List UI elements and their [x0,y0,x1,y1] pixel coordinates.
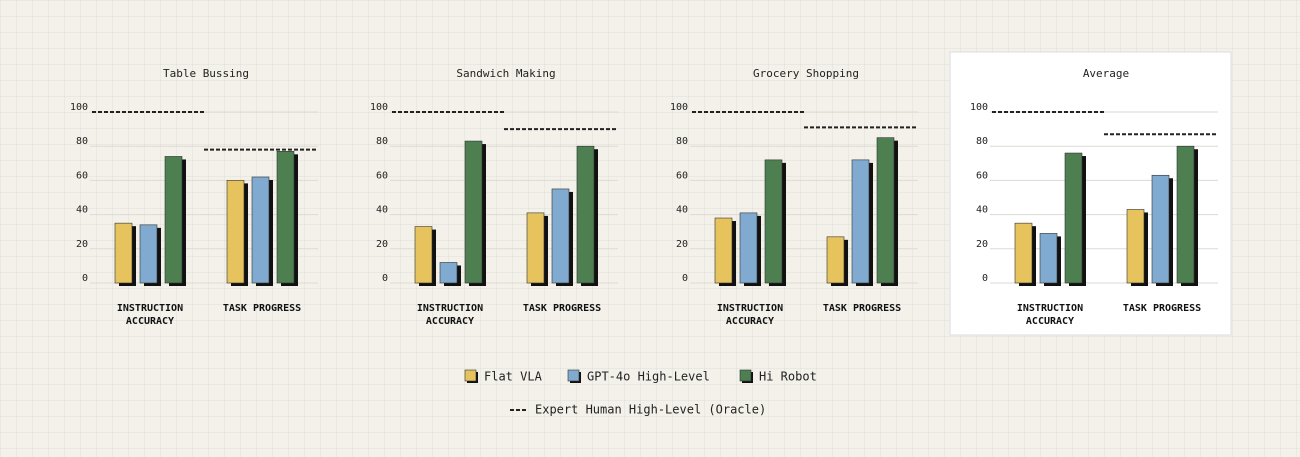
legend-swatch [464,369,477,382]
y-tick-label: 60 [976,170,988,181]
bar [764,159,783,284]
bar [739,212,758,284]
bar [576,145,595,284]
y-tick-label: 100 [70,102,88,113]
y-tick-label: 20 [676,239,688,250]
chart-title: Sandwich Making [456,67,555,80]
y-tick-label: 0 [982,273,988,284]
bar [876,137,895,284]
legend-swatch [739,369,752,382]
legend-label: Flat VLA [484,370,543,384]
bar [826,236,845,284]
bar [114,222,133,284]
y-tick-label: 80 [76,136,88,147]
x-tick-label: INSTRUCTION ACCURACY [1016,303,1084,327]
bar [851,159,870,284]
bar [414,226,433,284]
y-tick-label: 40 [76,205,88,216]
y-tick-label: 60 [76,170,88,181]
bar [139,224,158,284]
x-tick-label: TASK PROGRESS [822,303,902,314]
legend-label: Hi Robot [759,370,817,384]
bar [276,151,295,284]
bar [226,180,245,284]
x-tick-label: TASK PROGRESS [222,303,302,314]
bar [439,262,458,284]
y-tick-label: 80 [376,136,388,147]
chart-title: Table Bussing [163,67,249,80]
y-tick-label: 20 [976,239,988,250]
bar [526,212,545,284]
bar [1014,222,1033,284]
y-tick-label: 0 [82,273,88,284]
chart-title: Grocery Shopping [753,67,859,80]
x-tick-label: INSTRUCTION ACCURACY [416,303,484,327]
bar [1176,145,1195,284]
y-tick-label: 60 [676,170,688,181]
y-tick-label: 100 [670,102,688,113]
y-tick-label: 40 [676,205,688,216]
y-tick-label: 100 [370,102,388,113]
y-tick-label: 80 [976,136,988,147]
bar [464,140,483,284]
y-tick-label: 20 [76,239,88,250]
y-tick-label: 0 [382,273,388,284]
y-tick-label: 80 [676,136,688,147]
bar [1151,174,1170,284]
y-tick-label: 100 [970,102,988,113]
y-tick-label: 20 [376,239,388,250]
x-tick-label: TASK PROGRESS [1122,303,1202,314]
y-tick-label: 40 [376,205,388,216]
x-tick-label: INSTRUCTION ACCURACY [716,303,784,327]
bar [164,156,183,284]
legend-swatch [567,369,580,382]
bar [1126,209,1145,284]
bar [1039,233,1058,284]
y-tick-label: 60 [376,170,388,181]
y-tick-label: 40 [976,205,988,216]
legend-label: GPT-4o High-Level [587,370,710,384]
bar [551,188,570,284]
x-tick-label: INSTRUCTION ACCURACY [116,303,184,327]
bar [251,176,270,284]
legend-label: Expert Human High-Level (Oracle) [535,403,766,417]
x-tick-label: TASK PROGRESS [522,303,602,314]
chart-title: Average [1083,67,1129,80]
y-tick-label: 0 [682,273,688,284]
bar [1064,152,1083,284]
bar [714,217,733,284]
